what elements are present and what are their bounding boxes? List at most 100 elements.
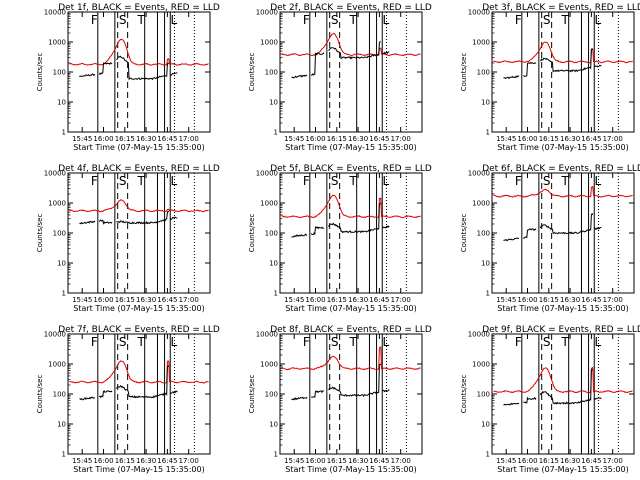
x-tick-label: 16:45 — [369, 296, 389, 304]
x-axis-label: Start Time (07-May-15 15:35:00) — [285, 143, 416, 152]
x-axis-label: Start Time (07-May-15 15:35:00) — [73, 304, 204, 313]
event-letter: F — [515, 13, 522, 27]
lld-series-line — [493, 41, 633, 64]
events-series-line — [539, 369, 594, 405]
y-tick-label: 1000 — [260, 39, 278, 47]
y-tick-label: 10000 — [468, 9, 490, 17]
x-tick-label: 16:30 — [560, 135, 580, 143]
event-letter: S — [543, 13, 551, 27]
x-tick-label: 15:45 — [496, 296, 516, 304]
event-letter: L — [594, 13, 601, 27]
event-letter: T — [560, 174, 569, 188]
x-axis-label: Start Time (07-May-15 15:35:00) — [497, 465, 628, 474]
events-series-line — [523, 61, 537, 77]
x-tick-label: 16:30 — [348, 135, 368, 143]
y-tick-label: 100 — [53, 69, 66, 77]
x-tick-label: 16:15 — [327, 457, 347, 465]
x-tick-label: 16:00 — [305, 296, 325, 304]
x-axis-label: Start Time (07-May-15 15:35:00) — [497, 304, 628, 313]
event-letter: S — [543, 174, 551, 188]
x-tick-label: 16:30 — [136, 457, 156, 465]
events-series-line — [311, 390, 325, 398]
lld-series-line — [69, 199, 209, 213]
events-series-line — [593, 226, 602, 230]
y-tick-label: 10000 — [44, 170, 66, 178]
y-axis-label: Counts/sec — [248, 375, 256, 414]
y-tick-label: 1000 — [48, 39, 66, 47]
detector-panel: Det 4f, BLACK = Events, RED = LLD 1 10 100 1… — [36, 164, 220, 313]
events-series-line — [116, 210, 170, 225]
x-tick-label: 16:45 — [581, 296, 601, 304]
y-axis-label: Counts/sec — [36, 214, 44, 253]
lld-series-line — [69, 38, 209, 66]
event-letter: F — [515, 174, 522, 188]
plot-frame — [491, 11, 635, 133]
events-series-line — [115, 365, 170, 399]
events-series-line — [98, 390, 113, 399]
x-tick-label: 16:00 — [305, 457, 325, 465]
y-tick-label: 10 — [269, 99, 278, 107]
y-tick-label: 1000 — [472, 39, 490, 47]
x-tick-label: 16:15 — [327, 296, 347, 304]
y-tick-label: 1 — [274, 290, 278, 298]
y-tick-label: 10 — [57, 260, 66, 268]
lld-series-line — [281, 345, 421, 371]
y-axis-label: Counts/sec — [248, 214, 256, 253]
y-tick-label: 100 — [477, 69, 490, 77]
y-tick-label: 100 — [265, 391, 278, 399]
x-tick-label: 15:45 — [284, 135, 304, 143]
x-tick-label: 16:15 — [539, 457, 559, 465]
event-letter: L — [170, 13, 177, 27]
y-tick-label: 10000 — [44, 9, 66, 17]
panel-title: Det 3f, BLACK = Events, RED = LLD — [482, 3, 640, 13]
event-letter: F — [303, 335, 310, 349]
y-tick-label: 1000 — [260, 361, 278, 369]
x-tick-label: 15:45 — [284, 296, 304, 304]
events-series-line — [116, 55, 170, 81]
y-tick-label: 10000 — [468, 331, 490, 339]
detector-panel: Det 7f, BLACK = Events, RED = LLD 1 10 100 1… — [36, 325, 220, 474]
x-tick-label: 17:00 — [603, 296, 623, 304]
y-tick-label: 1000 — [48, 361, 66, 369]
x-tick-label: 15:45 — [496, 457, 516, 465]
x-axis-label: Start Time (07-May-15 15:35:00) — [73, 143, 204, 152]
events-series-line — [291, 74, 308, 79]
events-series-line — [503, 237, 520, 242]
events-series-line — [503, 75, 520, 80]
y-axis-label: Counts/sec — [36, 53, 44, 92]
detector-panel: Det 9f, BLACK = Events, RED = LLD 1 10 100 1… — [460, 325, 640, 474]
x-tick-label: 16:15 — [539, 135, 559, 143]
events-series-line — [310, 226, 325, 236]
x-tick-label: 16:45 — [157, 135, 177, 143]
event-letter: L — [170, 335, 177, 349]
y-tick-label: 10 — [57, 421, 66, 429]
x-tick-label: 16:45 — [369, 457, 389, 465]
event-letter: T — [348, 174, 357, 188]
detector-panel: Det 2f, BLACK = Events, RED = LLD 1 10 100 1… — [248, 3, 432, 152]
y-tick-label: 10000 — [44, 331, 66, 339]
events-series-line — [170, 390, 178, 394]
event-letter: S — [119, 335, 127, 349]
events-series-line — [79, 396, 96, 401]
event-letter: L — [170, 174, 177, 188]
event-letter: T — [348, 335, 357, 349]
x-tick-label: 16:45 — [157, 296, 177, 304]
event-letter: S — [543, 335, 551, 349]
detector-panel: Det 8f, BLACK = Events, RED = LLD 1 10 100 1… — [248, 325, 432, 474]
x-tick-label: 17:00 — [391, 296, 411, 304]
x-axis-label: Start Time (07-May-15 15:35:00) — [285, 465, 416, 474]
y-tick-label: 10 — [481, 99, 490, 107]
events-series-line — [328, 41, 381, 60]
event-letter: F — [515, 335, 522, 349]
x-tick-label: 16:00 — [93, 296, 113, 304]
y-tick-label: 100 — [53, 391, 66, 399]
event-letter: T — [560, 335, 569, 349]
event-letter: S — [331, 13, 339, 27]
y-tick-label: 1000 — [472, 200, 490, 208]
events-series-line — [98, 219, 113, 225]
x-tick-label: 16:00 — [305, 135, 325, 143]
y-tick-label: 10000 — [256, 331, 278, 339]
x-tick-label: 16:45 — [581, 457, 601, 465]
y-tick-label: 100 — [53, 230, 66, 238]
x-tick-label: 16:30 — [348, 457, 368, 465]
